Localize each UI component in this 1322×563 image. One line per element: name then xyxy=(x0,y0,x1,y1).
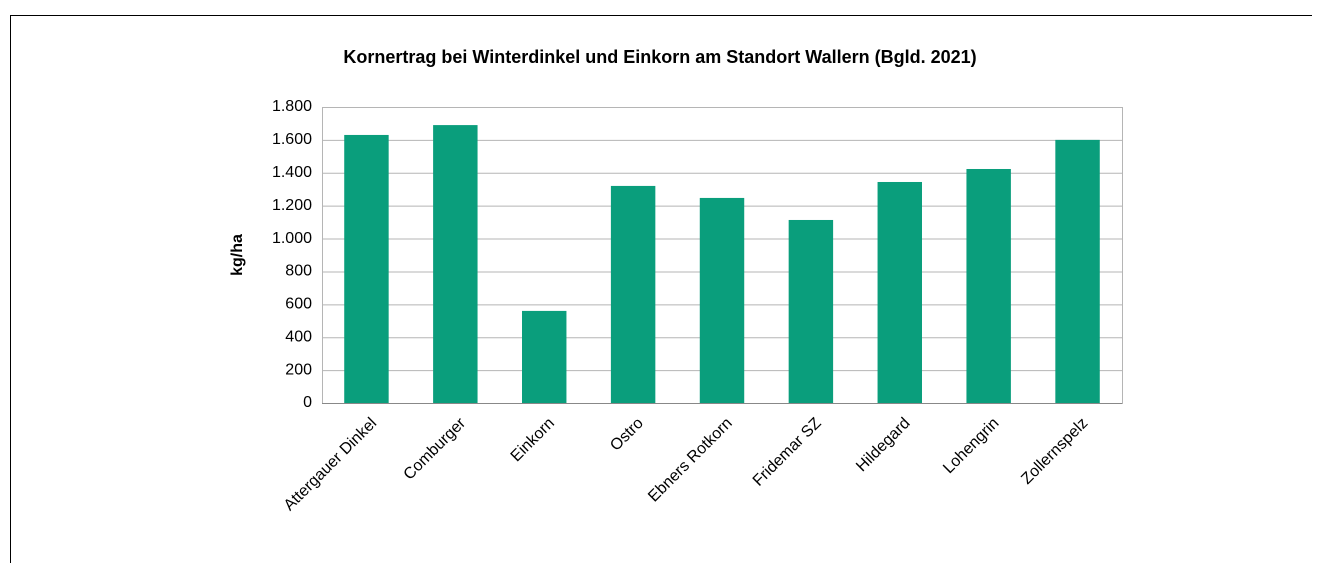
bar xyxy=(966,168,1011,403)
x-tick-label: Einkorn xyxy=(508,415,558,465)
x-tick-label: Fridemar SZ xyxy=(750,415,825,490)
y-tick-label: 200 xyxy=(285,361,312,378)
bar xyxy=(1055,139,1100,403)
y-tick-label: 1.800 xyxy=(272,98,312,115)
bar xyxy=(788,219,834,403)
y-axis-label: kg/ha xyxy=(229,234,246,276)
y-tick-label: 600 xyxy=(285,296,312,313)
x-tick-label: Ostro xyxy=(607,415,647,455)
bar xyxy=(344,134,389,403)
y-tick-label: 0 xyxy=(303,394,312,411)
x-tick-label: Attergauer Dinkel xyxy=(281,415,380,514)
y-tick-label: 1.200 xyxy=(272,197,312,214)
y-tick-label: 800 xyxy=(285,263,312,280)
y-tick-label: 400 xyxy=(285,328,312,345)
y-tick-label: 1.600 xyxy=(272,131,312,148)
y-tick-label: 1.400 xyxy=(272,164,312,181)
x-tick-label: Lohengrin xyxy=(940,415,1002,477)
bar xyxy=(877,181,922,403)
bar xyxy=(610,185,656,403)
chart-title: Kornertrag bei Winterdinkel und Einkorn … xyxy=(343,47,976,67)
x-tick-label: Comburger xyxy=(401,414,470,483)
x-tick-label: Hildegard xyxy=(853,415,913,475)
bar xyxy=(522,310,567,403)
x-tick-label: Ebners Rotkorn xyxy=(645,415,736,506)
x-tick-label: Zollernspelz xyxy=(1018,415,1091,488)
frame xyxy=(10,15,1312,563)
y-tick-label: 1.000 xyxy=(272,230,312,247)
bar xyxy=(699,197,745,403)
bar xyxy=(433,125,478,403)
